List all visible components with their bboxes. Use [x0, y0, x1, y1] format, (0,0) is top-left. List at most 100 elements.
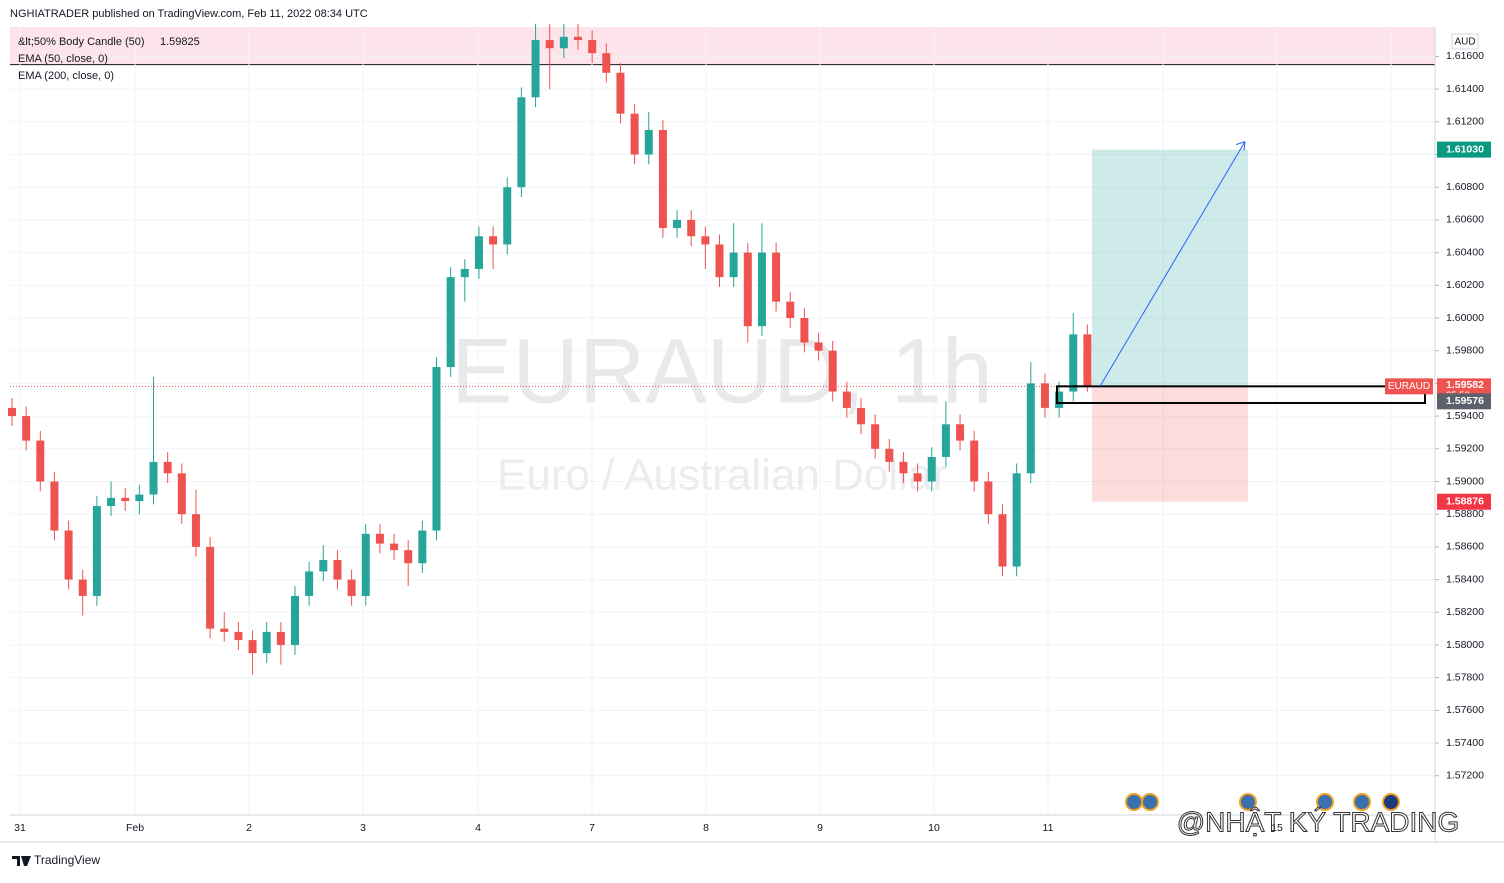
brand: TradingView: [34, 853, 100, 867]
y-tick-label: 1.57800: [1446, 671, 1484, 683]
candle-body: [772, 252, 781, 302]
symbol-tag: [1385, 378, 1433, 395]
candle-body: [814, 342, 823, 351]
candle-body: [135, 494, 144, 502]
y-tick-label: 1.58600: [1446, 541, 1484, 553]
candle-body: [517, 97, 526, 188]
candle-body: [998, 514, 1007, 567]
arrow: [1099, 141, 1246, 387]
candle-body: [333, 559, 342, 580]
candle-body: [234, 631, 243, 641]
candle-body: [361, 533, 370, 596]
y-tick-label: 1.61200: [1446, 116, 1484, 128]
y-tick-label: 1.61400: [1446, 83, 1484, 95]
currency: AUD: [1454, 37, 1475, 48]
candle-body: [970, 440, 979, 482]
candle-body: [715, 244, 724, 278]
plot: [8, 23, 1435, 675]
y-tick-label: 1.60200: [1446, 279, 1484, 291]
x-tick-label: 8: [703, 822, 709, 834]
candle-body: [531, 40, 540, 98]
candle-body: [913, 473, 922, 482]
candle-body: [305, 571, 314, 596]
candle-body: [418, 530, 427, 564]
candle-body: [927, 456, 936, 482]
candle-body: [899, 461, 908, 474]
candle-body: [616, 72, 625, 114]
loss-zone: [1092, 386, 1248, 502]
y-tick-label: 1.61600: [1446, 50, 1484, 62]
event-icon: [1239, 793, 1257, 811]
candle-body: [92, 506, 101, 596]
candle-body: [800, 318, 809, 343]
bid-tag: [1437, 393, 1491, 410]
y-tick-label: 1.58400: [1446, 573, 1484, 585]
candle-body: [177, 473, 186, 515]
candle-body: [701, 236, 710, 245]
x-tick-label: 10: [928, 822, 940, 834]
candle-body: [574, 36, 582, 41]
candle-body: [489, 236, 498, 245]
currency-box: [1451, 33, 1479, 50]
candle-body: [842, 391, 851, 408]
candle-body: [220, 628, 229, 632]
candle-body: [941, 424, 950, 457]
candle-body: [50, 481, 59, 531]
x-tick-label: Feb: [126, 822, 144, 834]
x-tick-label: 31: [14, 822, 26, 834]
candle-body: [658, 129, 667, 229]
publisher: NGHIATRADER published on TradingView.com…: [10, 8, 368, 20]
x-tick-label: 11: [1043, 822, 1054, 834]
candle-body: [163, 461, 172, 474]
candle-body: [404, 550, 413, 564]
candle-body: [545, 40, 554, 49]
price-label: 1.59582: [1446, 379, 1484, 391]
candle-body: [78, 579, 87, 596]
candle-body: [262, 631, 271, 654]
candle-body: [984, 481, 993, 515]
y-tick-label: 1.57200: [1446, 770, 1484, 782]
x-tick-label: 3: [360, 822, 366, 834]
candle-body: [390, 543, 399, 551]
indicator-label: EMA (50, close, 0): [18, 53, 108, 65]
y-tick-label: 1.59800: [1446, 344, 1484, 356]
candle-body: [673, 219, 682, 229]
y-tick-label: 1.57400: [1446, 737, 1484, 749]
y-tick-label: 1.58000: [1446, 639, 1484, 651]
candle-body: [559, 36, 568, 49]
y-tick-label: 1.58200: [1446, 606, 1484, 618]
candle-body: [956, 424, 965, 441]
symbol-label: EURAUD: [1388, 381, 1430, 392]
watermark-author: @NHẬT KÝ TRADING: [1177, 806, 1460, 837]
entry-box: [1056, 385, 1426, 405]
y-tick-label: 1.60600: [1446, 214, 1484, 226]
event-icon: [1353, 793, 1371, 811]
candle-body: [36, 440, 45, 482]
stop-label: 1.58876: [1446, 496, 1484, 508]
grid: [10, 27, 1435, 815]
candle-body: [276, 631, 285, 645]
candle-body: [64, 530, 73, 580]
indicator-label: &lt;50% Body Candle (50): [18, 36, 145, 48]
y-tick-label: 1.59200: [1446, 443, 1484, 455]
bid-label: 1.59576: [1446, 395, 1484, 407]
candle-body: [828, 350, 837, 392]
candle-body: [149, 461, 158, 495]
target-label: 1.61030: [1446, 143, 1484, 155]
arrow-head: [1235, 141, 1246, 151]
candle-body: [743, 252, 752, 327]
candle-body: [446, 277, 455, 368]
candle-body: [319, 559, 328, 572]
y-tick-label: 1.60800: [1446, 181, 1484, 193]
event-icon: [1141, 793, 1159, 811]
candle-body: [191, 514, 200, 547]
candle-body: [757, 252, 766, 327]
watermark-name: Euro / Australian Dollar: [497, 451, 947, 500]
candle-body: [121, 497, 130, 502]
body-candle-zone: [10, 27, 1435, 65]
event-icon: [1125, 793, 1143, 811]
candle-body: [503, 187, 512, 245]
candle-body: [857, 407, 865, 425]
